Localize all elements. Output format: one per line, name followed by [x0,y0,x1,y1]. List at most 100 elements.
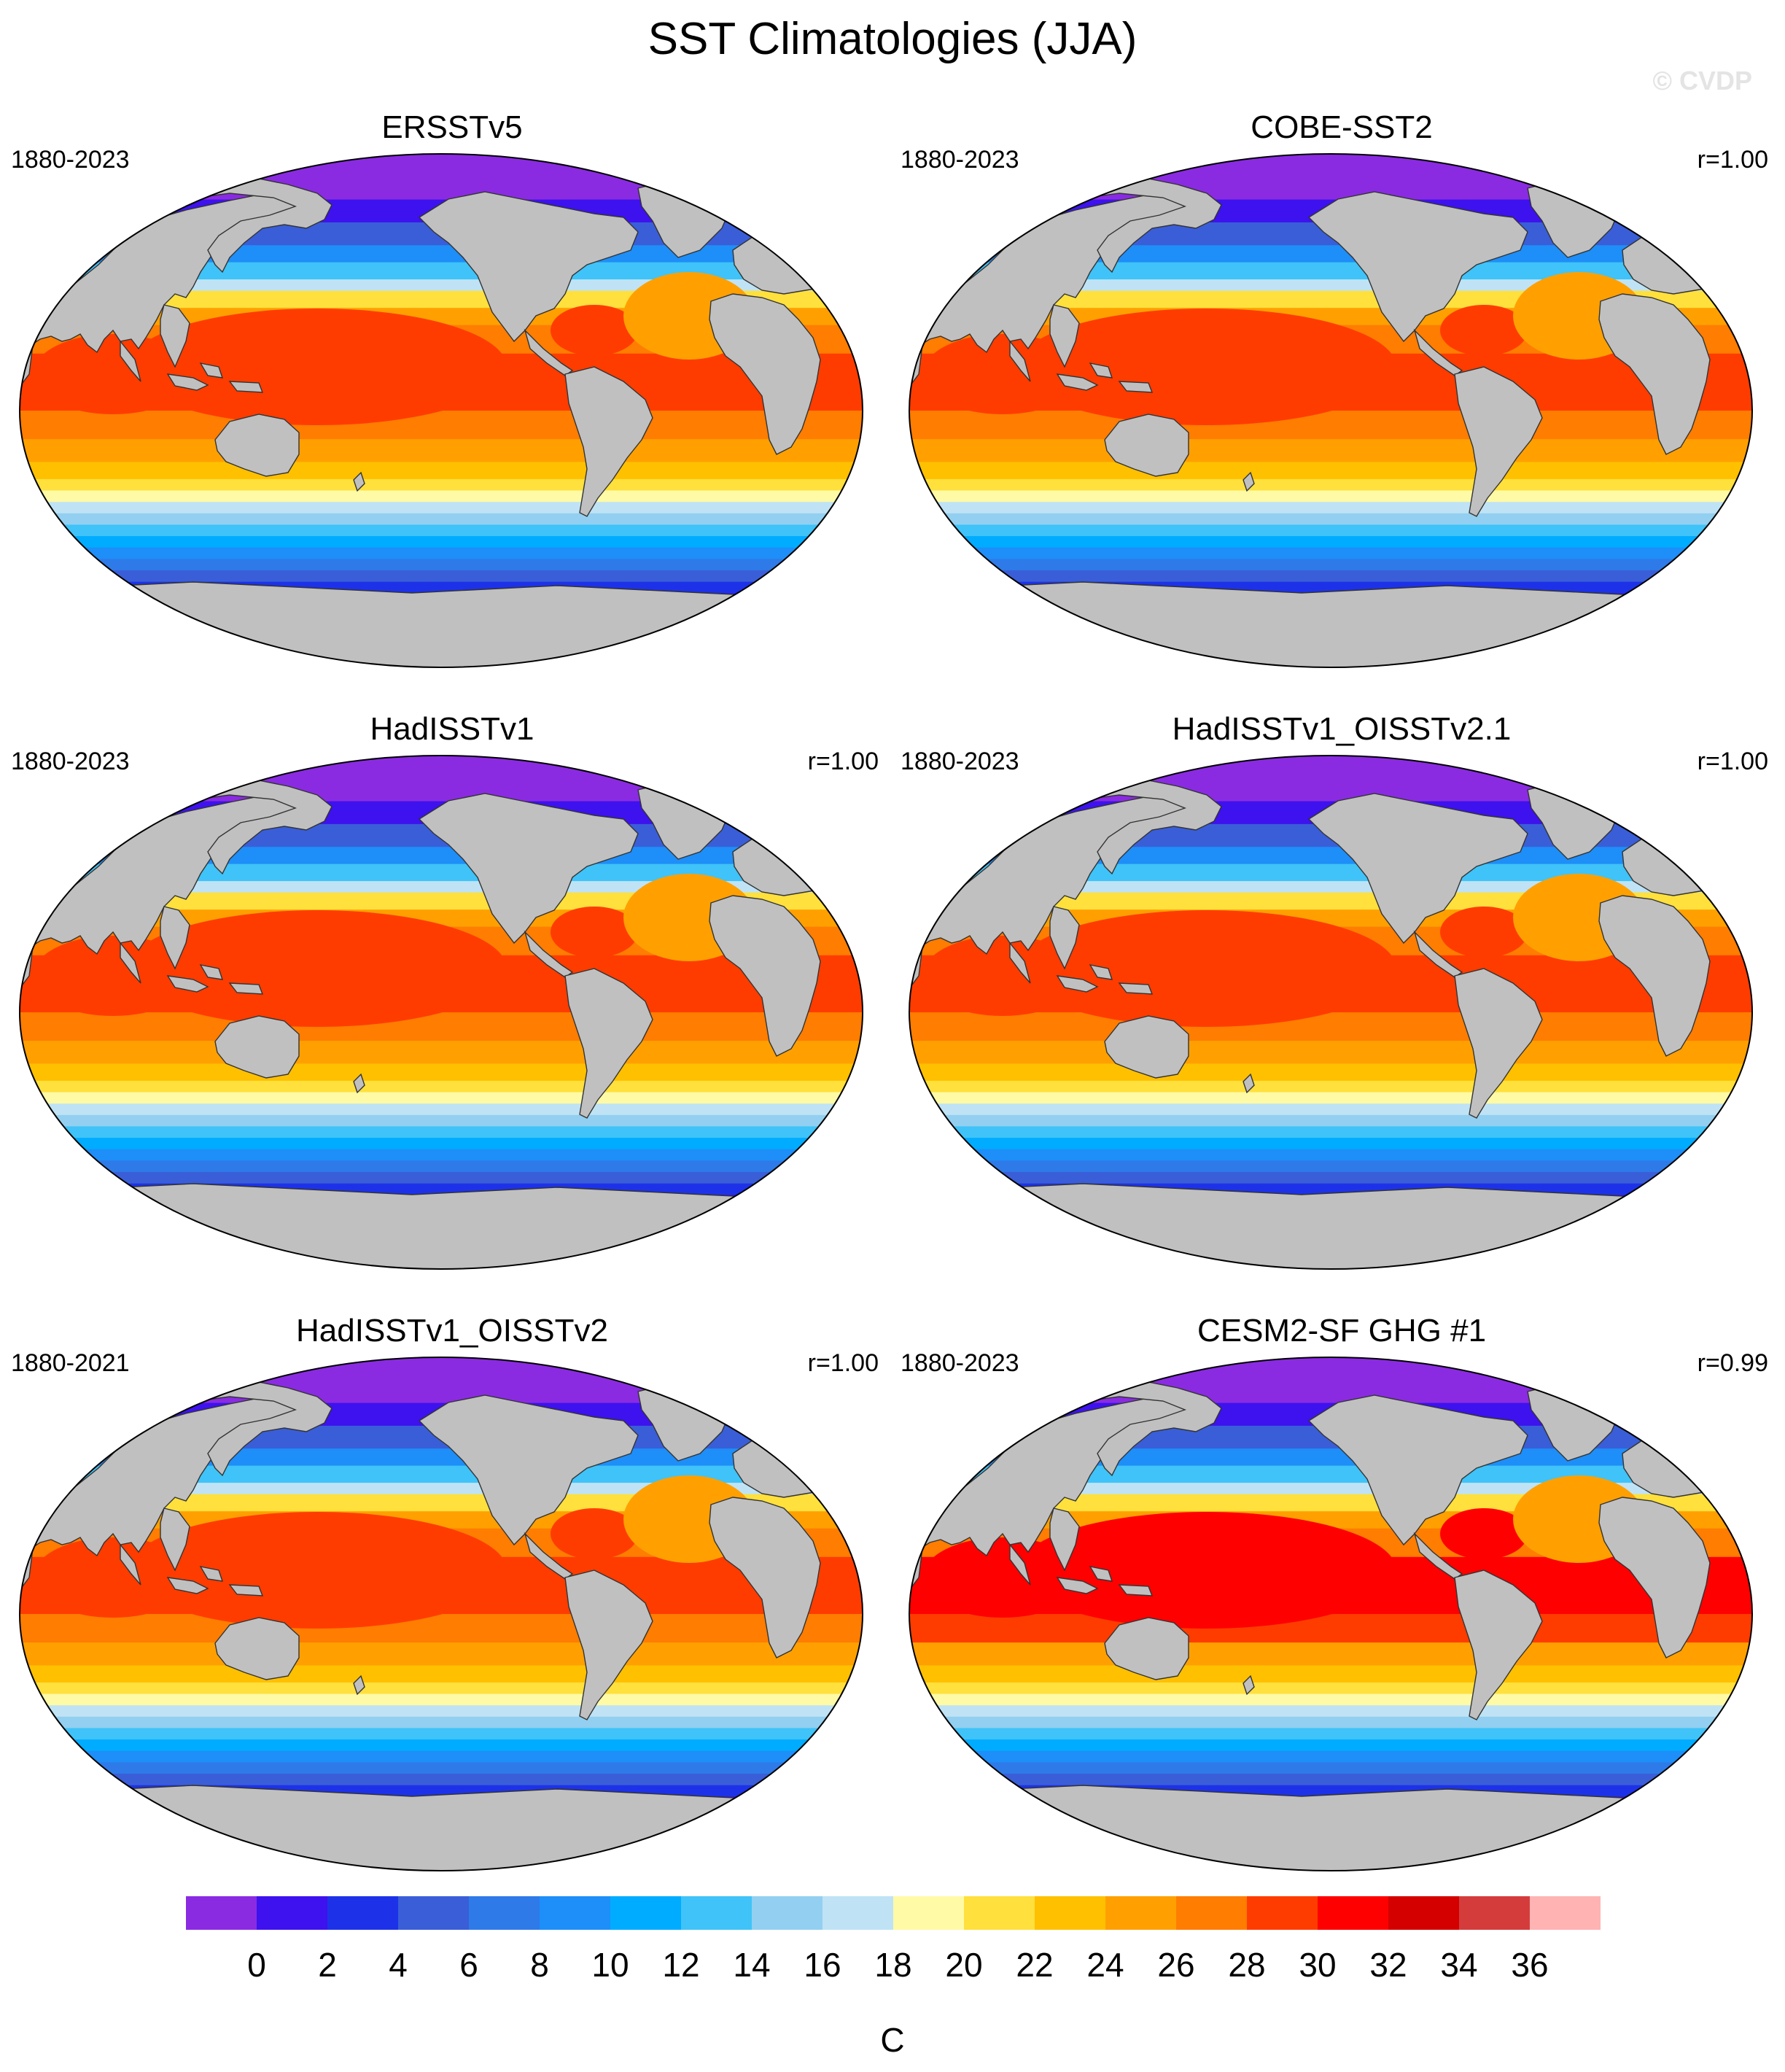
sst-band [909,1012,1752,1042]
sst-band [909,478,1752,492]
colorbar-tick-label: 0 [247,1946,266,1984]
cvdp-watermark: © CVDP [1652,66,1752,96]
sst-band [20,1716,863,1729]
sst-map [909,755,1753,1270]
sst-band [909,1114,1752,1128]
colorbar-segment [610,1896,681,1930]
land-mass [228,381,264,393]
sst-band [20,1149,863,1162]
sst-band [909,1041,1752,1065]
land-mass [1104,1617,1189,1680]
land-mass [120,1543,141,1586]
sst-band [909,1774,1752,1786]
land-mass [418,1394,639,1546]
sst-band [909,1642,1752,1666]
sst-band [909,513,1752,526]
panel-years: 1880-2023 [901,146,1019,174]
sst-band [909,547,1752,560]
land-mass [1089,964,1113,980]
colorbar-tick-label: 24 [1086,1946,1124,1984]
map-border [19,1357,863,1871]
sst-band [20,490,863,503]
land-mass [1089,362,1113,379]
sst-band [20,1665,863,1683]
sst-band [909,1762,1752,1774]
land-mass [1242,471,1255,492]
land-mass [1598,895,1711,1057]
land-mass [1118,982,1154,995]
panel-years: 1880-2023 [11,748,130,775]
sst-band [20,1762,863,1774]
warm-pool-indian [33,334,193,414]
sst-band [20,1103,863,1116]
warm-pool-indian [922,936,1083,1016]
warm-pool-caribbean [1440,907,1528,958]
colorbar-segment [398,1896,469,1930]
sst-field [20,154,863,667]
warm-pool-indian [922,334,1083,414]
land-mass [214,1015,300,1079]
sst-map [19,755,863,1270]
colorbar-segment [1176,1896,1247,1930]
sst-band [20,524,863,537]
panel-title: ERSSTv5 [381,109,523,145]
land-mass [1118,1584,1154,1596]
land-mass [943,581,1718,667]
land-mass [199,1566,224,1582]
colorbar-tick-label: 14 [733,1946,770,1984]
panel-title: HadISSTv1_OISSTv2 [296,1313,608,1349]
sst-band [909,439,1752,463]
colorbar-segment [964,1896,1035,1930]
warm-pool-pacific [128,309,507,425]
sst-band [909,490,1752,503]
sst-band [20,756,863,802]
colorbar-tick-label: 20 [945,1946,982,1984]
land-mass [166,1577,209,1594]
sst-band [20,411,863,441]
sst-map [909,1357,1753,1871]
sst-band [909,1138,1752,1150]
colorbar-tick-label: 6 [459,1946,478,1984]
sst-band [909,411,1752,441]
land-mass [1056,373,1099,391]
colorbar-tick-label: 34 [1440,1946,1477,1984]
warm-pool-indian [33,936,193,1016]
colorbar-segment [1105,1896,1176,1930]
sst-band [909,570,1752,583]
sst-field [20,756,863,1269]
sst-band [909,1160,1752,1173]
land-mass [353,1073,365,1094]
sst-band [909,1750,1752,1763]
warm-pool-indian [33,1537,193,1618]
land-mass [199,362,224,379]
sst-band [909,756,1752,802]
colorbar-segment [1459,1896,1530,1930]
panel-title: HadISSTv1_OISSTv2.1 [1172,711,1512,747]
land-mass [943,1183,1718,1269]
land-mass [564,1569,653,1720]
panel-correlation: r=1.00 [807,748,879,775]
panel-hadisstv1-oisstv2-1: HadISSTv1_OISSTv2.1 1880-2023 r=1.00 [901,711,1783,1280]
sst-band [20,1012,863,1042]
land-mass [1242,1073,1255,1094]
sst-band [20,1728,863,1740]
colorbar-segment [681,1896,752,1930]
sst-band [20,1160,863,1173]
warm-pool-caribbean [551,907,638,958]
sst-band [20,1138,863,1150]
sst-band [20,502,863,514]
land-mass [1598,293,1711,455]
land-mass [353,1675,365,1696]
sst-band [20,513,863,526]
land-mass [1104,414,1189,477]
sst-band [909,1682,1752,1695]
colorbar-segment [752,1896,822,1930]
colorbar-segment [893,1896,964,1930]
land-mass [199,964,224,980]
land [20,1378,863,1871]
colorbar-segment [822,1896,893,1930]
land-mass [709,895,821,1057]
sst-band [20,1126,863,1138]
land-mass [228,982,264,995]
sst-map [19,1357,863,1871]
